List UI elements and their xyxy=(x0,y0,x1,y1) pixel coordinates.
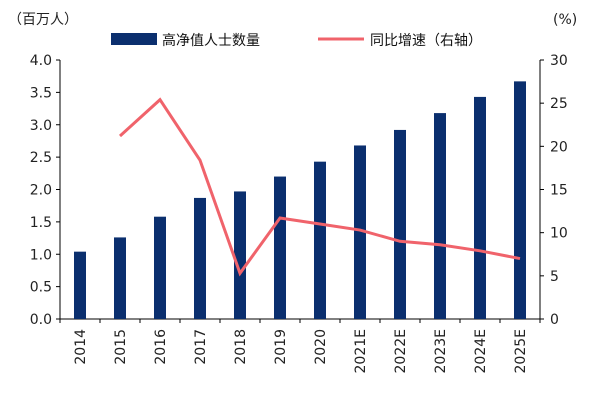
bar xyxy=(114,237,126,319)
x-tick-label: 2022E xyxy=(393,329,409,373)
right-tick-label: 15 xyxy=(550,183,568,199)
bar xyxy=(74,251,86,319)
left-tick-label: 1.0 xyxy=(30,247,52,263)
x-tick-label: 2018 xyxy=(233,329,249,365)
bar xyxy=(234,191,246,319)
plot-area: 0.0 0.5 1.0 1.5 2.0 2.5 3.0 3.5 4.0 0 5 10 15 20 25 30 2… xyxy=(30,53,568,373)
legend-line-label: 同比增速（右轴） xyxy=(370,33,482,49)
left-axis-unit: （百万人） xyxy=(8,12,78,28)
legend: 高净值人士数量 同比增速（右轴） xyxy=(111,32,482,49)
right-tick-label: 5 xyxy=(550,269,559,285)
x-tick-label: 2025E xyxy=(513,329,529,373)
legend-bar-swatch xyxy=(111,33,157,45)
x-tick-label: 2014 xyxy=(73,329,89,365)
left-tick-label: 2.5 xyxy=(30,150,52,166)
right-tick-label: 30 xyxy=(550,53,568,69)
left-tick-label: 4.0 xyxy=(30,53,52,69)
right-tick-label: 25 xyxy=(550,96,568,112)
x-tick-label: 2021E xyxy=(353,329,369,373)
left-tick-label: 2.0 xyxy=(30,183,52,199)
x-tick-label: 2016 xyxy=(153,329,169,365)
bar xyxy=(194,197,206,319)
left-tick-label: 3.0 xyxy=(30,118,52,134)
bar xyxy=(474,96,486,319)
bar xyxy=(514,81,526,320)
bar xyxy=(314,161,326,319)
left-tick-label: 0.5 xyxy=(30,280,52,296)
bar xyxy=(434,113,446,319)
left-tick-label: 1.5 xyxy=(30,215,52,231)
bar xyxy=(274,176,286,319)
x-tick-label: 2017 xyxy=(193,329,209,365)
x-tick-label: 2019 xyxy=(273,329,289,365)
left-tick-label: 0.0 xyxy=(30,312,52,328)
x-tick-label: 2015 xyxy=(113,329,129,365)
bar xyxy=(394,129,406,319)
bar xyxy=(154,216,166,319)
right-tick-label: 0 xyxy=(550,312,559,328)
bar xyxy=(354,145,366,319)
right-tick-label: 20 xyxy=(550,139,568,155)
x-tick-label: 2024E xyxy=(473,329,489,373)
left-tick-label: 3.5 xyxy=(30,85,52,101)
x-tick-label: 2023E xyxy=(433,329,449,373)
right-tick-label: 10 xyxy=(550,226,568,242)
right-axis-unit: (%) xyxy=(553,12,577,28)
x-tick-label: 2020 xyxy=(313,329,329,365)
legend-bar-label: 高净值人士数量 xyxy=(162,32,260,49)
